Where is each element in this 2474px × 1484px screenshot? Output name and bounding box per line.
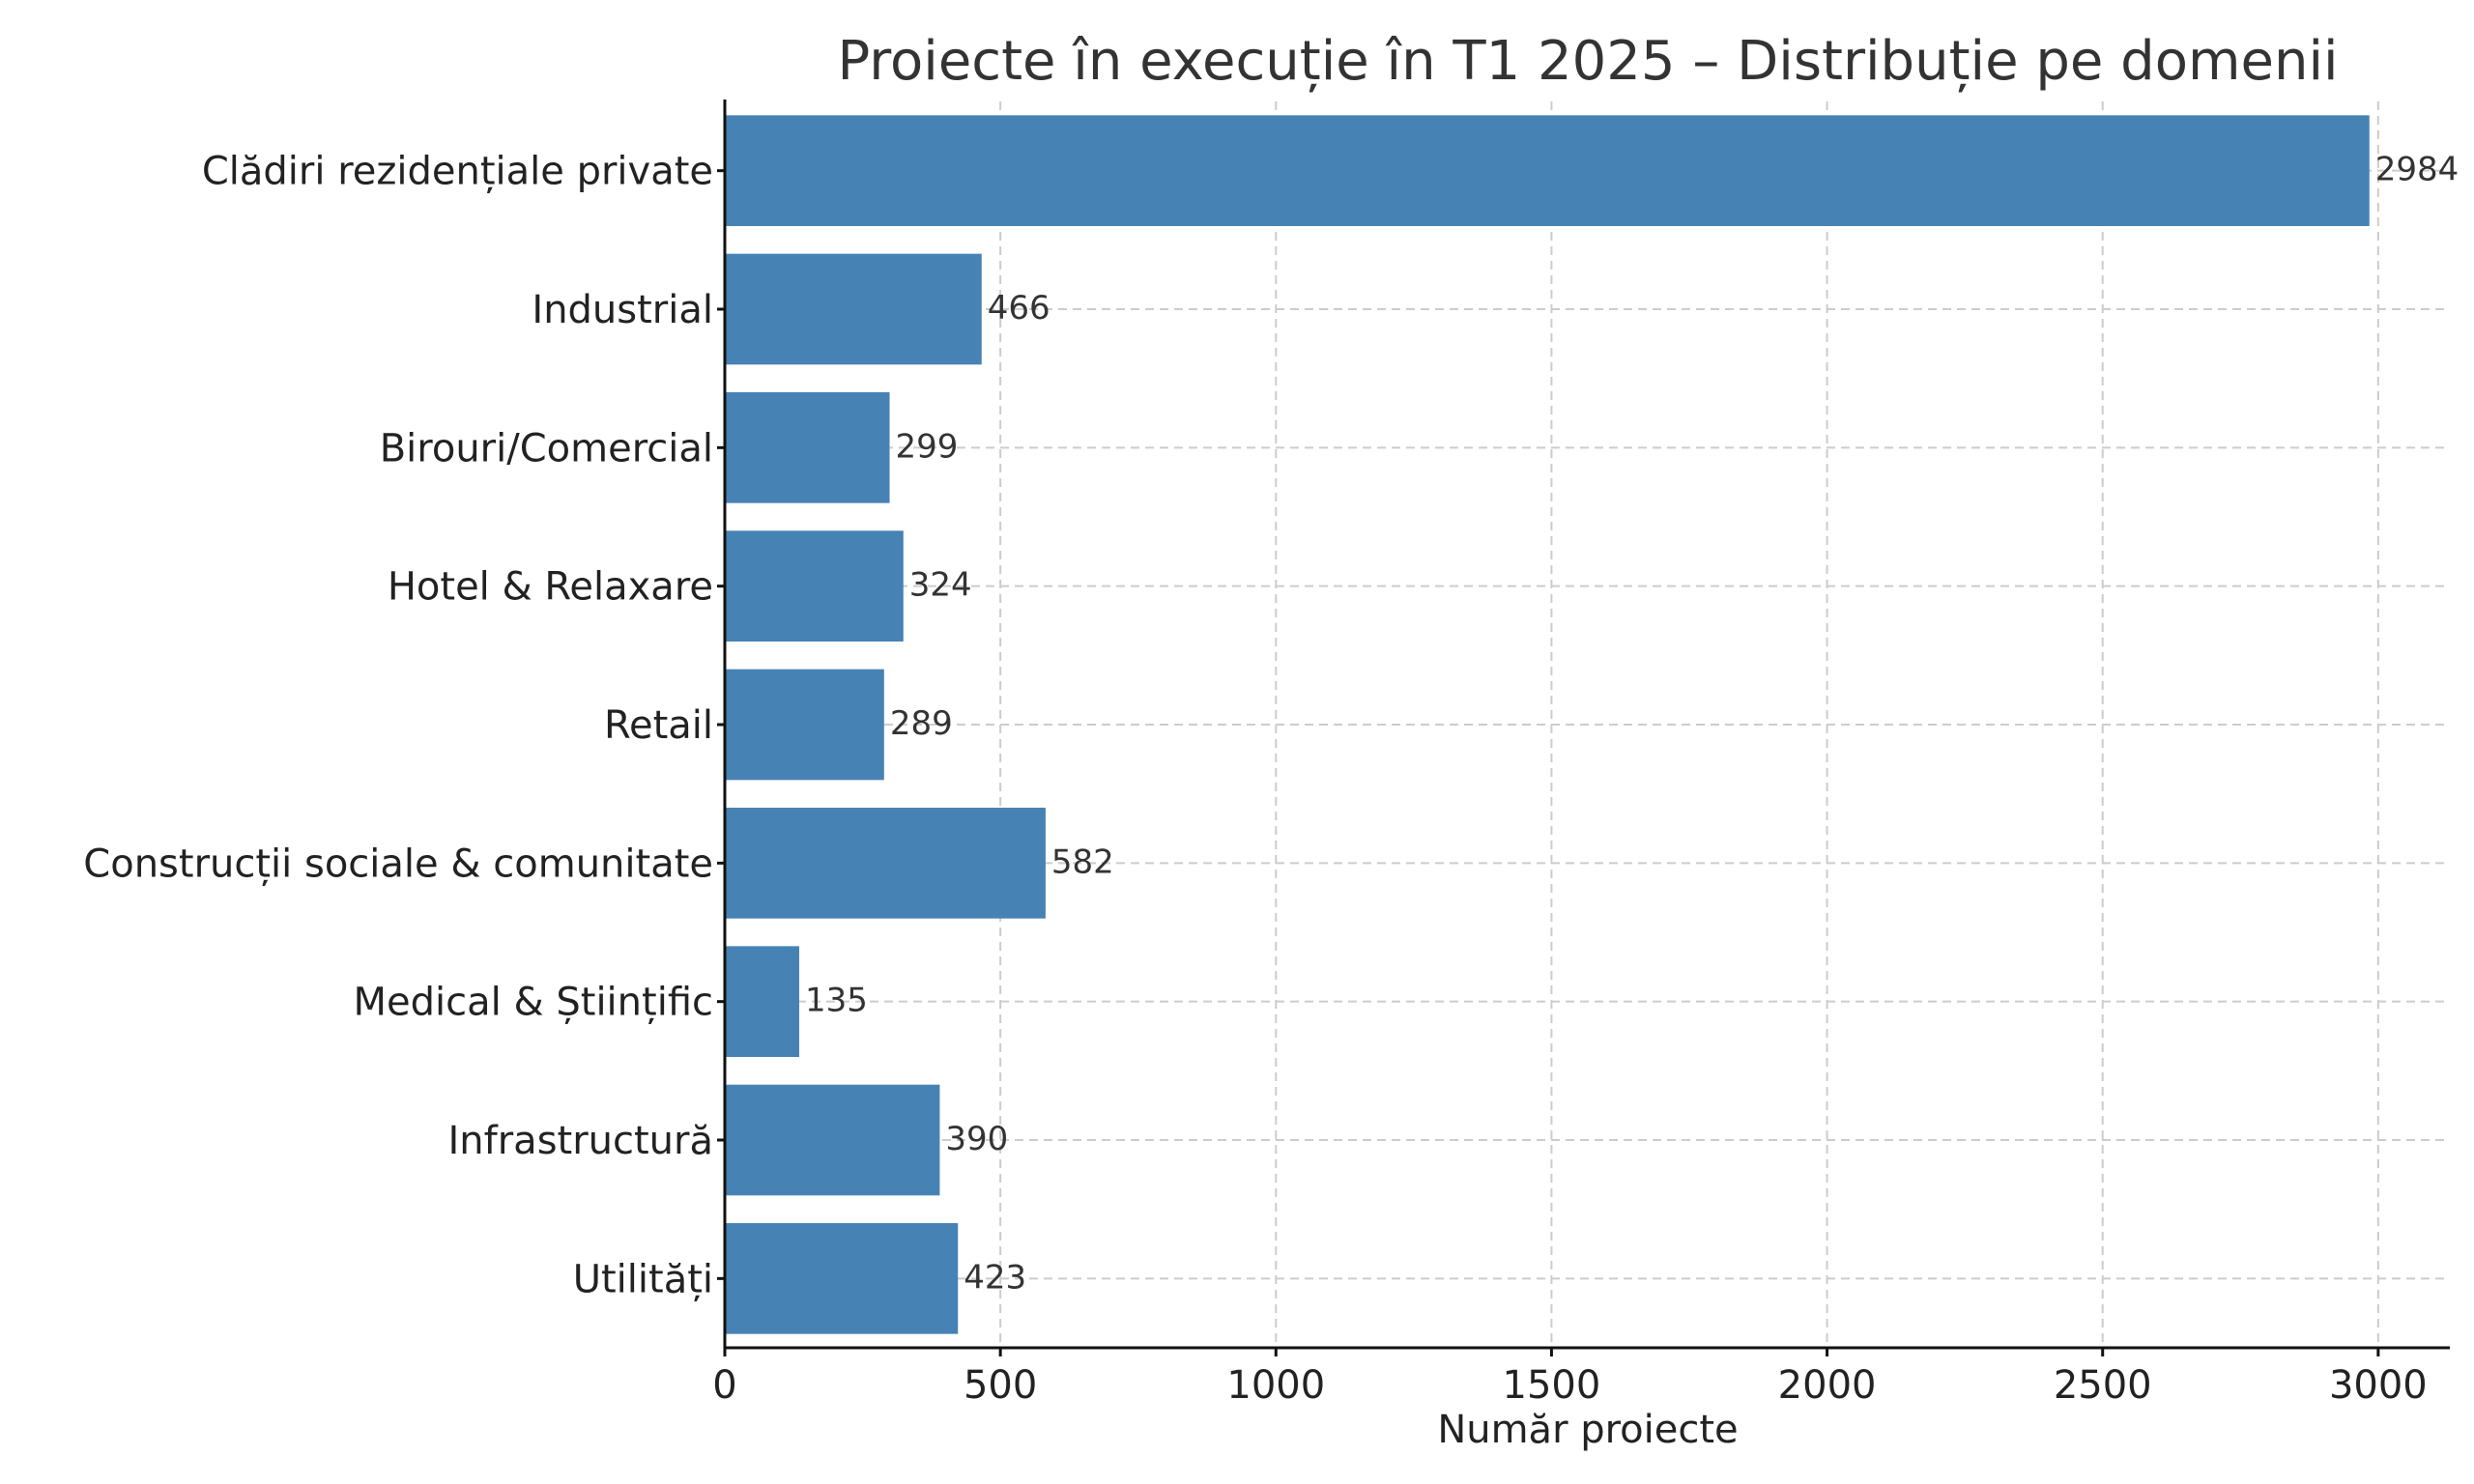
bar (725, 808, 1046, 919)
chart-title: Proiecte în execuție în T1 2025 – Distri… (837, 30, 2338, 93)
bars-layer: 2984 466 299 324 289 582 135 390 423 (725, 115, 2460, 1334)
category-label: Retail (604, 703, 713, 748)
x-tick-label: 1500 (1503, 1363, 1601, 1408)
category-label: Construcții sociale & comunitate (83, 842, 713, 886)
bar (725, 1084, 940, 1196)
category-label: Infrastructură (448, 1119, 714, 1163)
bar (725, 253, 982, 365)
bar (725, 392, 890, 503)
value-label: 135 (805, 982, 868, 1020)
x-tick-label: 1000 (1226, 1363, 1325, 1408)
x-tick-label: 2000 (1778, 1363, 1877, 1408)
value-label: 582 (1051, 842, 1114, 881)
grid-layer (724, 101, 2450, 1348)
category-label: Medical & Științific (354, 981, 714, 1025)
x-tick-label: 0 (712, 1363, 736, 1408)
bar (725, 115, 2370, 226)
value-label: 390 (945, 1120, 1008, 1158)
bar (725, 946, 799, 1057)
bar (725, 1223, 959, 1334)
bar (725, 530, 904, 642)
category-label: Hotel & Relaxare (388, 565, 713, 610)
axes-layer: Clădiri rezidențiale private Industrial Bi… (83, 100, 2450, 1408)
x-tick-label: 3000 (2329, 1363, 2428, 1408)
category-label: Birouri/Comercial (380, 426, 713, 471)
value-label: 466 (988, 289, 1050, 328)
category-label: Utilități (573, 1257, 713, 1301)
category-label: Clădiri rezidențiale private (202, 150, 713, 194)
value-label: 289 (890, 704, 953, 743)
bar (725, 669, 884, 781)
x-tick-label: 2500 (2054, 1363, 2152, 1408)
value-label: 2984 (2375, 151, 2460, 189)
value-label: 423 (964, 1258, 1026, 1297)
value-label: 324 (909, 566, 972, 605)
category-label: Industrial (532, 288, 713, 332)
x-tick-label: 500 (964, 1363, 1037, 1408)
value-label: 299 (896, 427, 959, 466)
x-axis-label: Număr proiecte (1437, 1408, 1738, 1452)
